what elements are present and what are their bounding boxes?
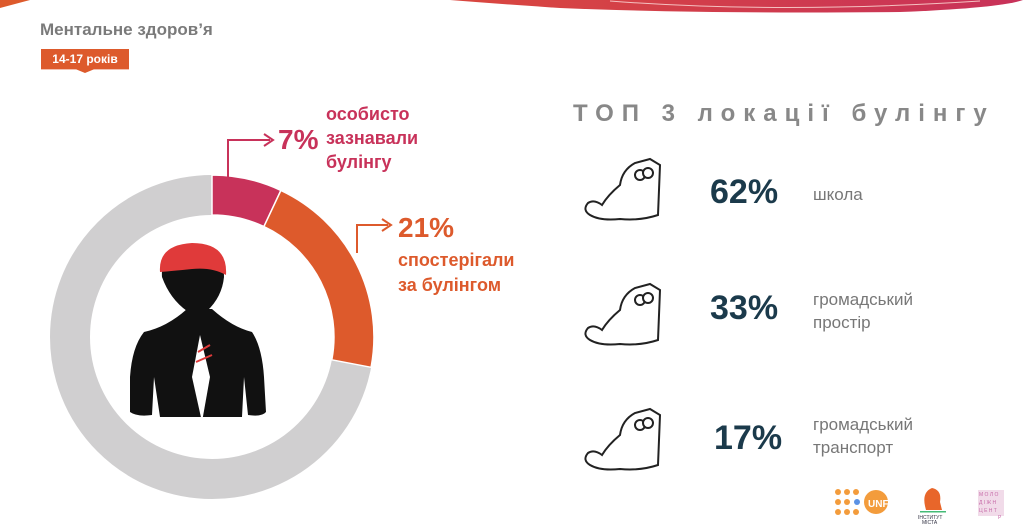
cat-icon xyxy=(584,282,662,346)
location-percent: 17% xyxy=(714,419,783,457)
witnessed-bullying-percent: 21% xyxy=(398,212,455,243)
label-line: зазнавали xyxy=(326,128,419,148)
cat-icon xyxy=(584,407,662,471)
label-line: за булінгом xyxy=(398,275,502,295)
partner-logos: UNFPA ІНСТИТУТ МІСТА М О Л О Д І Ж Н Ц Е Н… xyxy=(830,484,1020,529)
cat-icon xyxy=(584,157,662,221)
location-row-public-space: 33% громадський простір xyxy=(580,280,1000,360)
location-percent: 62% xyxy=(710,173,779,211)
svg-text:Р: Р xyxy=(998,515,1002,521)
label-connectors xyxy=(227,133,393,253)
witnessed-bullying-label: спостерігали за булінгом xyxy=(398,248,514,298)
institute-city-logo: ІНСТИТУТ МІСТА xyxy=(918,488,946,526)
svg-text:UNFPA: UNFPA xyxy=(868,499,902,510)
person-illustration xyxy=(130,243,266,422)
personal-bullying-percent: 7% xyxy=(278,124,319,155)
svg-text:Ц Е Н Т: Ц Е Н Т xyxy=(979,508,997,514)
svg-text:МІСТА: МІСТА xyxy=(922,520,938,524)
label-line: транспорт xyxy=(813,438,894,457)
bullying-donut-chart xyxy=(50,175,374,499)
label-line: особисто xyxy=(326,104,410,124)
label-line: простір xyxy=(813,313,871,332)
label-line: школа xyxy=(813,185,863,204)
label-line: громадський xyxy=(813,290,913,309)
label-line: булінгу xyxy=(326,152,392,172)
svg-text:Д І Ж Н: Д І Ж Н xyxy=(979,500,997,506)
youth-center-logo: М О Л О Д І Ж Н Ц Е Н ТР xyxy=(978,490,1004,521)
unfpa-logo: UNFPA xyxy=(835,489,902,515)
age-badge: 14-17 років xyxy=(41,49,129,73)
label-line: спостерігали xyxy=(398,250,515,270)
page-title: Ментальне здоров’я xyxy=(40,20,213,39)
personal-bullying-label: особисто зазнавали булінгу xyxy=(326,102,418,174)
donut-witnessed-segment xyxy=(262,189,374,369)
top3-title: ТОП 3 локації булінгу xyxy=(573,100,995,127)
location-label: громадський транспорт xyxy=(813,413,913,459)
top-decoration xyxy=(0,0,1023,13)
location-percent: 33% xyxy=(710,289,779,327)
location-label: громадський простір xyxy=(813,288,913,334)
svg-text:ІНСТИТУТ: ІНСТИТУТ xyxy=(918,515,942,521)
location-label: школа xyxy=(813,183,863,206)
label-line: громадський xyxy=(813,415,913,434)
location-row-school: 62% школа xyxy=(580,155,1000,235)
location-row-public-transport: 17% громадський транспорт xyxy=(580,405,1000,485)
svg-text:М О Л О: М О Л О xyxy=(979,492,999,498)
